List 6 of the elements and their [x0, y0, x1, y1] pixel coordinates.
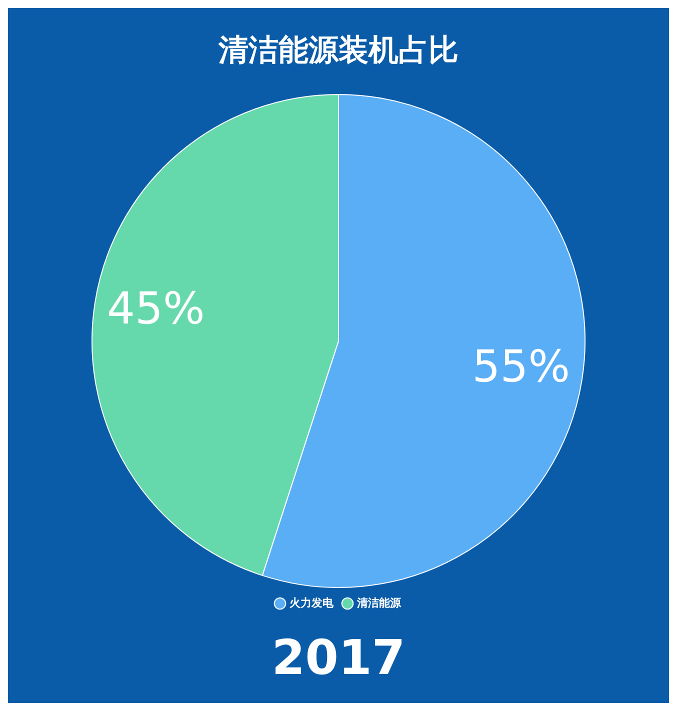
legend-label: 火力发电 [290, 596, 334, 610]
chart-title: 清洁能源装机占比 [218, 32, 458, 68]
data-label: 55% [472, 341, 570, 392]
legend-label: 清洁能源 [356, 596, 402, 610]
data-label: 45% [107, 284, 205, 335]
text: 2017 [270, 629, 406, 688]
